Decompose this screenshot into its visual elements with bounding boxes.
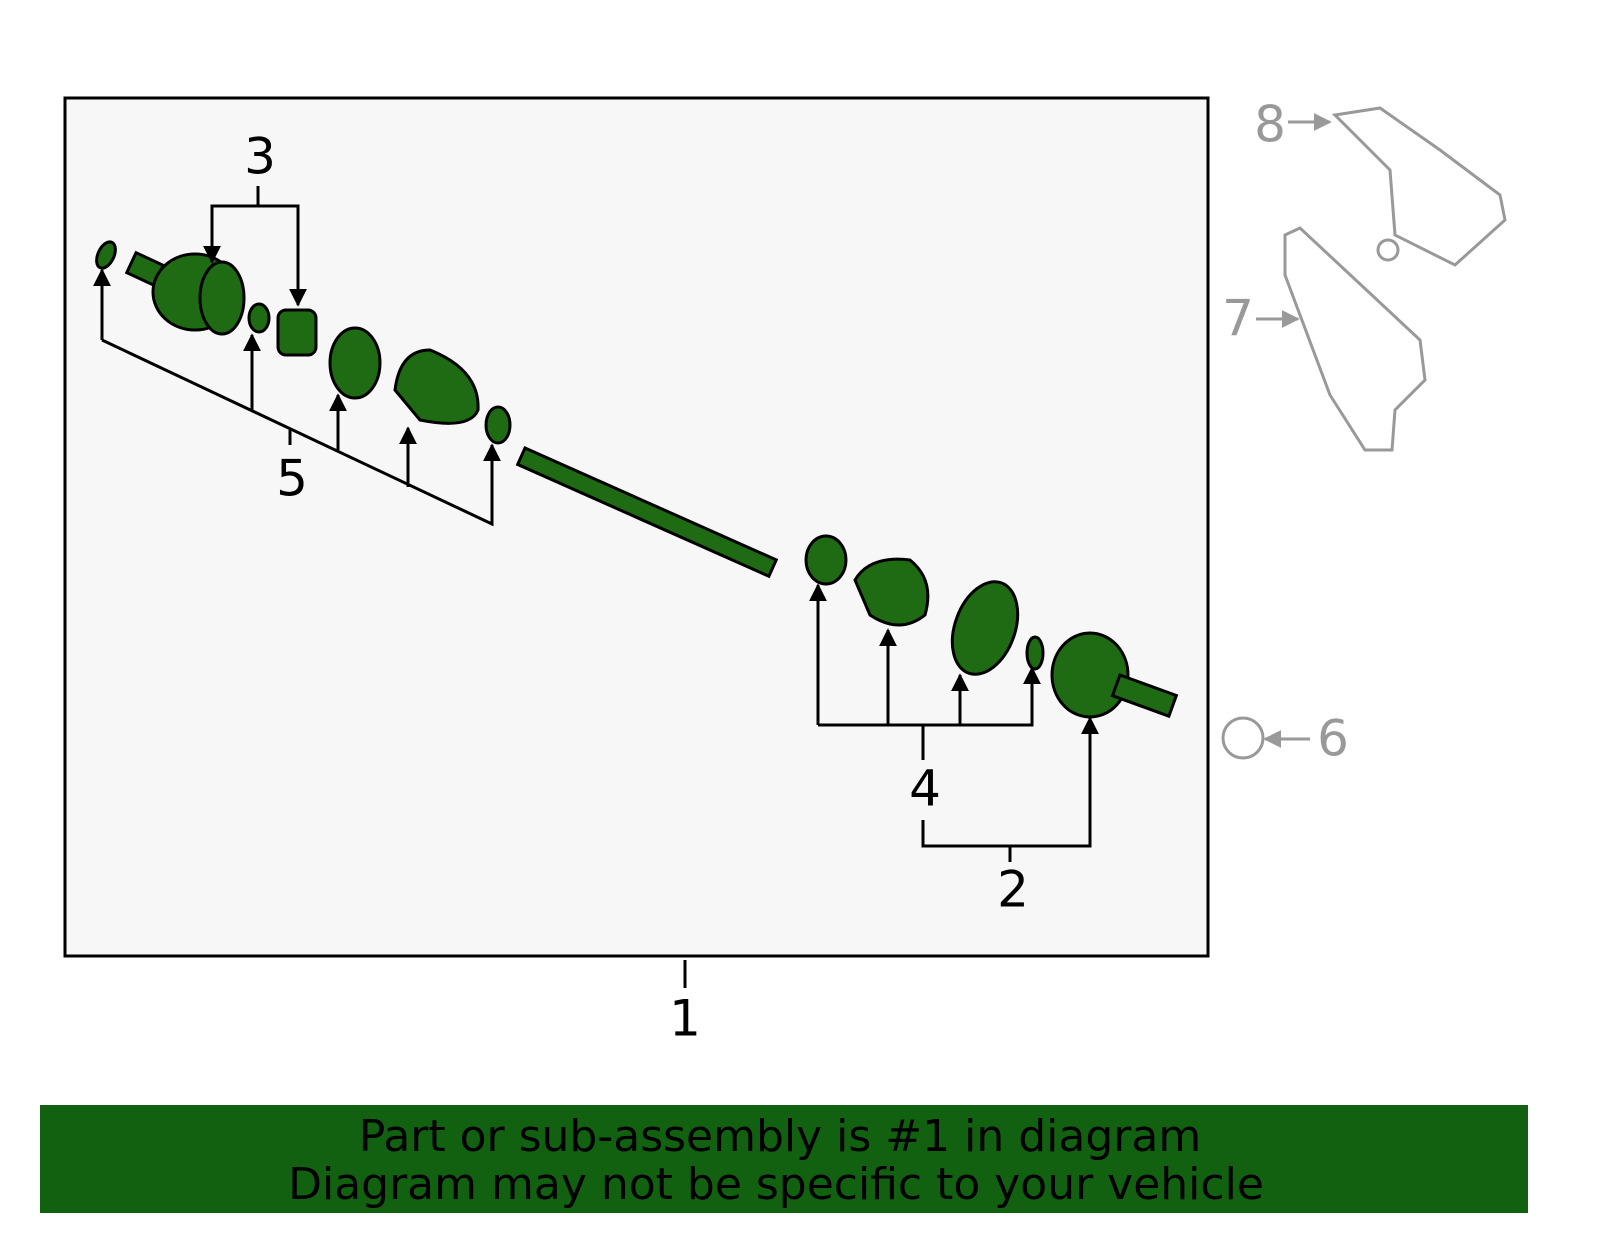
callout: 1 xyxy=(669,990,701,1048)
parts xyxy=(95,240,1179,719)
reference-parts xyxy=(1221,106,1507,760)
callout: 2 xyxy=(997,861,1029,919)
banner xyxy=(40,1105,1528,1213)
assembly-frame xyxy=(63,96,1210,958)
banner-text: Part or sub-assembly is #1 in diagram xyxy=(359,1111,1201,1162)
callout: 5 xyxy=(276,450,308,508)
leader-lines xyxy=(93,113,1332,988)
callout: 6 xyxy=(1317,710,1349,768)
callout: 8 xyxy=(1254,96,1286,154)
callout: 7 xyxy=(1222,290,1254,348)
callout: 3 xyxy=(244,128,276,186)
callout: 4 xyxy=(909,760,941,818)
banner-text: Diagram may not be specific to your vehi… xyxy=(288,1159,1264,1210)
